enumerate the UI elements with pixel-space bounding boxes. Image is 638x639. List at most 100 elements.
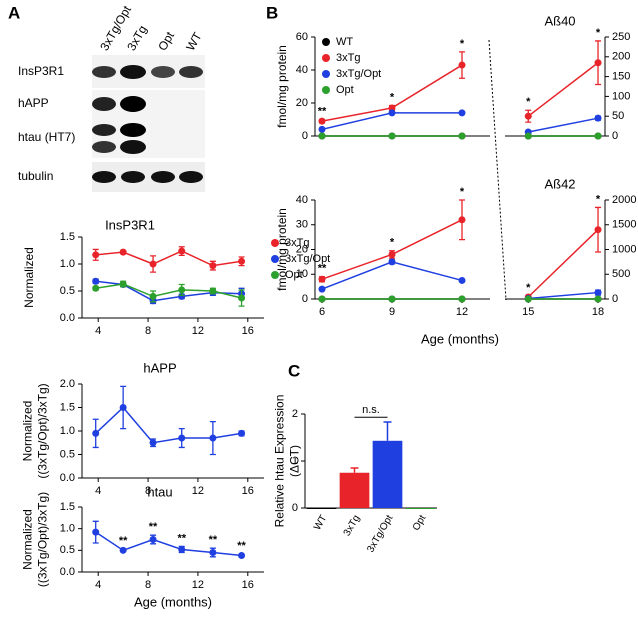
- legend-label: Opt: [285, 269, 303, 281]
- y-tick-label: 0: [302, 130, 308, 142]
- data-point: [119, 248, 127, 256]
- series-line: [321, 219, 463, 280]
- y-tick-label: 0: [612, 130, 618, 142]
- data-point: [524, 132, 532, 140]
- y-tick-label: 1000: [612, 243, 636, 255]
- y-tick-label: 0: [302, 293, 308, 305]
- data-point: [458, 276, 466, 284]
- x-tick-label: 12: [456, 306, 468, 318]
- y-tick-label: 60: [296, 31, 308, 43]
- x-tick-label: 3xTg: [342, 513, 363, 538]
- y-axis-label: Normalized: [22, 247, 36, 308]
- significance-label: **: [119, 535, 128, 547]
- data-point: [318, 275, 326, 283]
- y-tick-label: 0.5: [60, 285, 75, 297]
- panel-label: C: [288, 361, 300, 380]
- significance-label: *: [526, 96, 531, 108]
- y-tick-label: 100: [612, 90, 630, 102]
- y-axis-label: fmol/mg protein: [275, 45, 289, 128]
- data-point: [209, 434, 217, 442]
- panel-label: B: [266, 3, 278, 22]
- chart-title: InsP3R1: [105, 217, 155, 232]
- data-point: [149, 439, 157, 447]
- data-point: [238, 294, 246, 302]
- western-blot: [92, 55, 205, 192]
- data-point: [318, 125, 326, 133]
- bar: [405, 508, 436, 509]
- series-line: [527, 229, 599, 298]
- y-axis-label: ((3xTg/Opt)/3xTg): [36, 492, 50, 587]
- data-point: [318, 295, 326, 303]
- x-tick-label: 16: [242, 579, 254, 591]
- x-tick-label: 15: [522, 306, 534, 318]
- y-tick-label: 40: [296, 194, 308, 206]
- data-point: [119, 404, 127, 411]
- x-tick-label: 16: [242, 485, 254, 497]
- y-tick-label: 20: [296, 243, 308, 255]
- chart-title: hAPP: [143, 360, 176, 375]
- y-tick-label: 20: [296, 97, 308, 109]
- y-axis-label: (ΔCT): [288, 445, 302, 477]
- y-tick-label: 10: [296, 268, 308, 280]
- legend-label: WT: [336, 36, 353, 48]
- y-axis-label: fmol/mg protein: [275, 208, 289, 291]
- y-tick-label: 1500: [612, 219, 636, 231]
- significance-label: *: [390, 237, 395, 249]
- data-point: [149, 536, 157, 543]
- y-tick-label: 250: [612, 31, 630, 43]
- y-tick-label: 50: [612, 110, 624, 122]
- data-point: [178, 286, 186, 294]
- legend-marker: [271, 271, 279, 279]
- legend-label: 3xTg: [285, 237, 309, 249]
- significance-label: *: [596, 27, 601, 39]
- significance-label: **: [318, 263, 327, 275]
- significance-label: **: [209, 534, 218, 546]
- x-axis-label: Age (months): [421, 331, 499, 346]
- legend-marker: [271, 255, 279, 263]
- data-point: [178, 247, 186, 255]
- y-tick-label: 1.0: [60, 425, 75, 437]
- y-tick-label: 1: [292, 455, 298, 467]
- data-point: [149, 260, 157, 268]
- x-tick-label: 12: [192, 579, 204, 591]
- blot-column-label: 3xTg: [124, 23, 149, 53]
- data-point: [119, 546, 127, 554]
- y-tick-label: 0.0: [60, 472, 75, 484]
- data-point: [594, 295, 602, 303]
- data-point: [524, 295, 532, 303]
- series-line: [95, 250, 242, 267]
- data-point: [458, 109, 466, 117]
- data-point: [238, 552, 246, 560]
- significance-label: *: [460, 186, 465, 198]
- y-tick-label: 0: [292, 502, 298, 514]
- data-point: [238, 429, 246, 437]
- significance-label: *: [526, 282, 531, 294]
- data-point: [92, 528, 100, 536]
- data-point: [318, 285, 326, 293]
- annotation: n.s.: [362, 404, 380, 416]
- chart-title: Aß40: [544, 13, 575, 28]
- x-axis-label: Age (months): [134, 594, 212, 609]
- chart-title: Aß42: [544, 176, 575, 191]
- significance-label: **: [149, 521, 158, 533]
- series-line: [528, 117, 599, 133]
- data-point: [178, 545, 186, 553]
- x-tick-label: 3xTg/Opt: [365, 513, 395, 554]
- data-point: [594, 226, 602, 234]
- significance-label: *: [596, 193, 601, 205]
- bar: [372, 440, 403, 508]
- legend-label: 3xTg: [336, 52, 360, 64]
- x-tick-label: 6: [319, 306, 325, 318]
- data-point: [594, 132, 602, 140]
- y-tick-label: 1.5: [60, 501, 75, 513]
- data-point: [388, 132, 396, 140]
- y-tick-label: 0: [612, 293, 618, 305]
- y-tick-label: 40: [296, 64, 308, 76]
- data-point: [178, 292, 186, 300]
- y-axis-label: Normalized: [21, 509, 35, 570]
- series-line: [95, 531, 242, 557]
- data-point: [388, 109, 396, 117]
- legend-marker: [322, 86, 330, 94]
- data-point: [92, 251, 100, 259]
- data-point: [458, 216, 466, 224]
